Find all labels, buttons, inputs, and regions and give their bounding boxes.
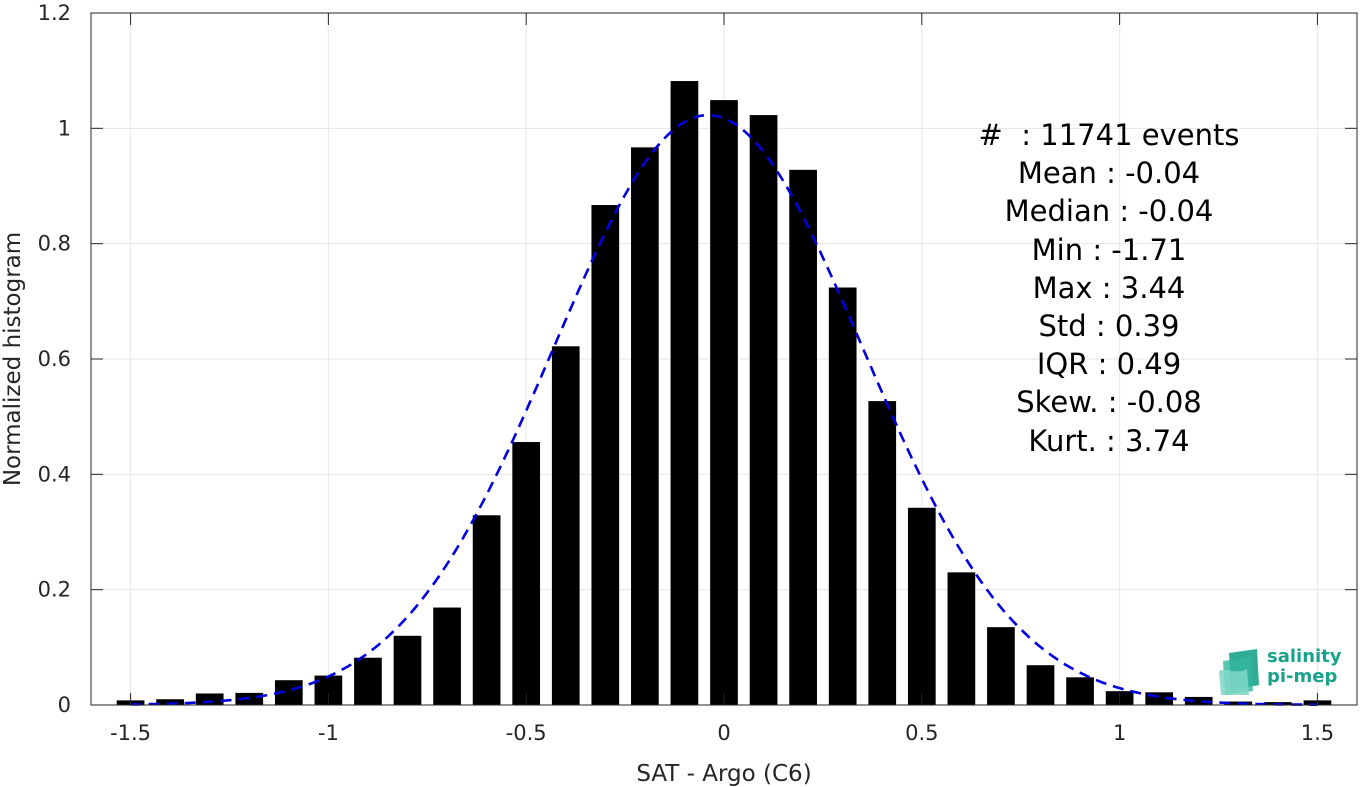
histogram-bar — [1066, 677, 1094, 705]
stat-events: # : 11741 events — [978, 118, 1240, 152]
x-tick-label: 0.5 — [905, 721, 938, 745]
x-tick-label: -0.5 — [506, 721, 547, 745]
y-tick-label: 1.2 — [38, 1, 71, 25]
histogram-bar — [393, 635, 422, 705]
stat-skew: Skew. : -0.08 — [1016, 385, 1202, 420]
histogram-bar — [907, 507, 936, 705]
y-tick-label: 0.2 — [38, 578, 71, 602]
x-tick-label: 1 — [1113, 721, 1126, 745]
y-tick-label: 0.6 — [38, 347, 71, 371]
histogram-bar — [512, 442, 541, 705]
y-tick-label: 0.8 — [38, 232, 71, 256]
histogram-bar — [947, 572, 976, 705]
histogram-bar — [987, 627, 1015, 705]
y-tick-label: 0.4 — [38, 462, 71, 486]
stat-kurt: Kurt. : 3.74 — [1028, 423, 1190, 458]
histogram-bar — [868, 401, 897, 705]
stat-mean: Mean : -0.04 — [1017, 156, 1201, 191]
stat-iqr: IQR : 0.49 — [1036, 347, 1182, 382]
stat-std: Std : 0.39 — [1038, 309, 1180, 344]
bars-group — [116, 81, 1332, 706]
salinity-pi-mep-logo: salinity pi-mep — [1217, 645, 1347, 697]
histogram-bar — [354, 657, 382, 705]
x-axis-label: SAT - Argo (C6) — [636, 761, 811, 787]
histogram-bar — [433, 607, 461, 705]
histogram-bar — [631, 147, 659, 705]
logo-line2: pi-mep — [1267, 666, 1338, 687]
histogram-bar — [710, 100, 738, 706]
histogram-bar — [156, 699, 184, 705]
logo-text: salinity pi-mep — [1267, 647, 1342, 687]
stat-min: Min : -1.71 — [1031, 232, 1187, 267]
histogram-bar — [1026, 665, 1055, 705]
histogram-bar — [749, 115, 778, 705]
histogram-bar — [789, 169, 817, 705]
logo-mark-icon — [1219, 649, 1259, 695]
histogram-bar — [670, 81, 699, 705]
x-tick-label: 0 — [717, 721, 730, 745]
tick-marks — [91, 12, 1357, 706]
logo-line1: salinity — [1267, 646, 1342, 667]
x-tick-label: -1 — [318, 721, 339, 745]
normal-fit-curve — [130, 113, 1318, 707]
histogram-bar — [195, 693, 224, 705]
y-tick-label: 1 — [58, 116, 71, 140]
x-tick-label: 1.5 — [1301, 721, 1334, 745]
stat-max: Max : 3.44 — [1032, 270, 1186, 305]
y-axis-label: Normalized histogram — [0, 232, 26, 486]
histogram-bar — [591, 205, 620, 705]
y-tick-label: 0 — [58, 693, 71, 717]
x-tick-labels: -1.5 -1 -0.5 0 0.5 1 1.5 — [110, 721, 1334, 745]
histogram-bar — [828, 287, 857, 705]
histogram-bar — [551, 346, 580, 705]
stat-median: Median : -0.04 — [1004, 194, 1214, 229]
y-tick-labels: 0 0.2 0.4 0.6 0.8 1 1.2 — [38, 1, 71, 717]
stats-box: # : 11741 events Mean : -0.04 Median : -… — [940, 116, 1278, 460]
x-tick-label: -1.5 — [110, 721, 151, 745]
histogram-bar — [1184, 696, 1213, 705]
histogram-bar — [472, 515, 501, 705]
